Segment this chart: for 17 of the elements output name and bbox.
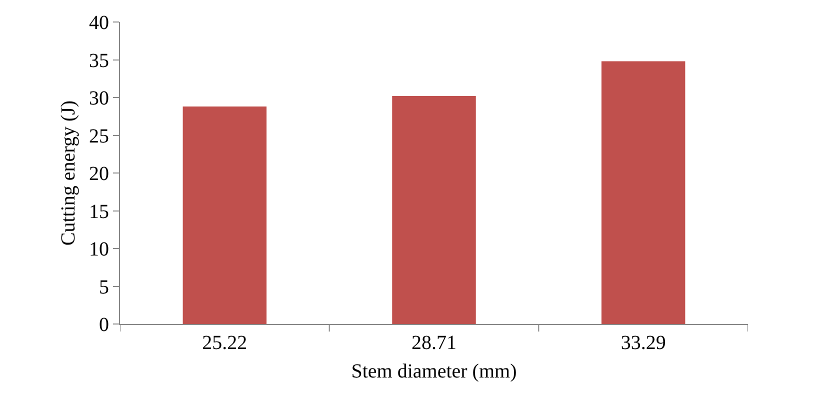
bar — [601, 61, 686, 324]
y-tick-label: 0 — [99, 314, 109, 336]
bar — [182, 106, 267, 324]
x-tick-label: 33.29 — [620, 332, 666, 354]
x-axis-title: Stem diameter (mm) — [351, 360, 517, 382]
x-tick-label: 25.22 — [202, 332, 248, 354]
y-tick-label: 5 — [99, 276, 109, 298]
y-tick-label: 25 — [89, 125, 109, 148]
y-tick-label: 40 — [89, 12, 109, 34]
y-tick-label: 20 — [89, 163, 109, 185]
y-tick-label: 35 — [89, 50, 109, 72]
y-axis-title: Cutting energy (J) — [58, 100, 80, 246]
bar — [392, 96, 476, 324]
y-tick-label: 15 — [89, 200, 109, 223]
x-tick-label: 28.71 — [412, 332, 456, 354]
y-tick-label: 30 — [89, 88, 109, 110]
y-tick-label: 10 — [89, 238, 109, 260]
